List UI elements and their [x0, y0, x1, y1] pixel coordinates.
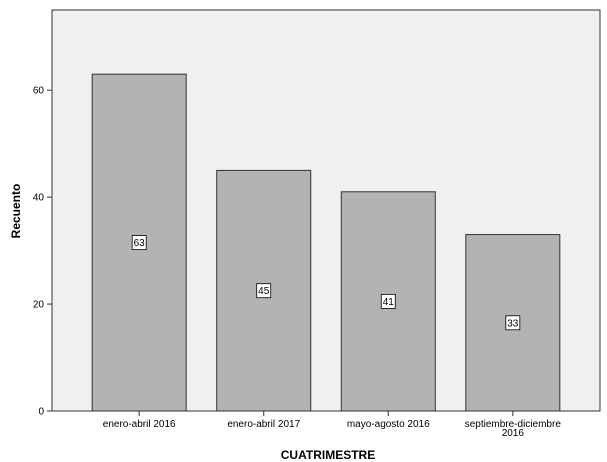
y-axis-title: Recuento	[9, 184, 23, 239]
x-axis: enero-abril 2016 enero-abril 2017 mayo-ago…	[103, 411, 562, 439]
value-label-box	[256, 283, 272, 299]
x-axis-title: CUATRIMESTRE	[281, 448, 375, 462]
x-tick-label: enero-abril 2016	[103, 419, 176, 430]
y-axis: 0 20 40 60	[33, 86, 52, 418]
y-tick-label: 60	[33, 86, 45, 97]
y-tick-label: 0	[38, 407, 44, 418]
y-tick-label: 40	[33, 193, 45, 204]
value-label: 41	[383, 297, 395, 308]
value-label: 33	[507, 318, 519, 329]
value-label-box	[505, 315, 521, 331]
y-tick-label: 20	[33, 300, 45, 311]
value-label-box	[380, 293, 396, 309]
value-label-box	[131, 235, 147, 250]
value-label: 63	[134, 238, 146, 249]
value-labels-group: 63 45 41 33	[131, 235, 521, 331]
value-label: 45	[258, 286, 270, 297]
x-tick-label: enero-abril 2017	[227, 419, 300, 430]
x-tick-label: septiembre-diciembre 2016	[465, 419, 562, 439]
x-tick-label: mayo-agosto 2016	[347, 419, 430, 430]
